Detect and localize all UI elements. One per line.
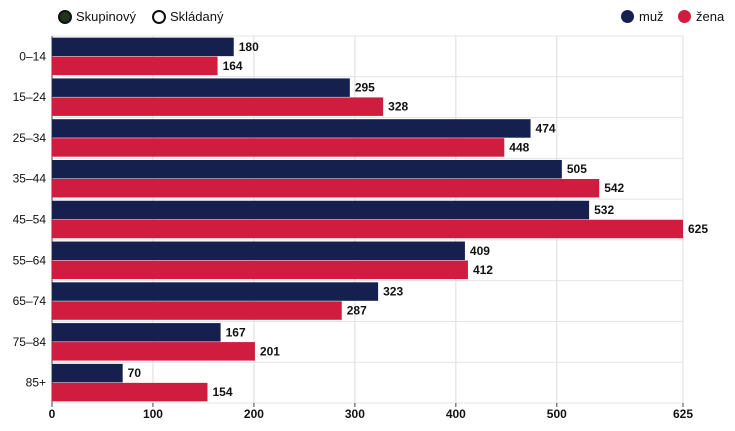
stacked-mode-option[interactable]: Skládaný (152, 9, 223, 24)
data-label-0-6: 323 (383, 285, 403, 299)
category-label-8: 85+ (26, 376, 46, 390)
category-label-4: 45–54 (13, 213, 47, 227)
tick-label-6: 625 (673, 407, 693, 421)
data-label-0-3: 505 (567, 162, 587, 176)
stacked-radio-icon[interactable] (152, 9, 166, 24)
bar-0-1 (52, 78, 350, 97)
tick-label-1: 100 (143, 407, 163, 421)
data-label-0-2: 474 (536, 121, 556, 135)
bar-0-8 (52, 363, 123, 383)
data-label-1-0: 164 (223, 59, 243, 73)
category-label-5: 55–64 (13, 253, 47, 267)
chart-toolbar: Skupinový Skládaný muž žena (0, 0, 735, 36)
category-label-1: 15–24 (13, 90, 47, 104)
tick-label-2: 200 (244, 407, 264, 421)
legend-label-zena: žena (696, 9, 725, 24)
bar-0-6 (52, 282, 379, 301)
data-label-0-4: 532 (594, 203, 614, 217)
bar-0-7 (52, 323, 221, 342)
bar-1-5 (52, 260, 468, 280)
legend-swatch-zena (678, 10, 691, 23)
data-label-1-1: 328 (388, 100, 408, 114)
bar-1-0 (52, 56, 218, 76)
category-label-6: 65–74 (13, 294, 47, 308)
category-label-0: 0–14 (19, 49, 46, 63)
bar-1-8 (52, 382, 208, 402)
data-label-1-4: 625 (688, 222, 708, 236)
bar-1-7 (52, 342, 255, 361)
tick-label-3: 300 (345, 407, 365, 421)
bar-0-3 (52, 159, 562, 179)
bar-1-1 (52, 97, 384, 116)
bar-1-6 (52, 301, 342, 320)
data-label-1-2: 448 (509, 140, 529, 154)
data-label-1-8: 154 (212, 385, 232, 399)
grouped-mode-option[interactable]: Skupinový (58, 9, 136, 24)
data-label-0-5: 409 (470, 244, 490, 258)
legend-swatch-muz (621, 10, 634, 23)
bar-0-4 (52, 200, 590, 220)
data-label-0-1: 295 (355, 81, 375, 95)
data-label-0-8: 70 (128, 366, 142, 380)
bar-0-0 (52, 37, 234, 57)
tick-label-4: 400 (446, 407, 466, 421)
data-label-0-7: 167 (226, 325, 246, 339)
category-label-7: 75–84 (13, 335, 47, 349)
bar-1-3 (52, 178, 600, 198)
tick-label-5: 500 (547, 407, 567, 421)
category-label-3: 35–44 (13, 172, 47, 186)
data-label-1-5: 412 (473, 263, 493, 277)
legend-label-muz: muž (639, 9, 664, 24)
data-label-1-7: 201 (260, 344, 280, 358)
legend-item-muz[interactable]: muž (621, 9, 664, 24)
data-label-1-3: 542 (604, 181, 624, 195)
grouped-radio-icon[interactable] (58, 9, 72, 24)
bar-1-2 (52, 138, 505, 157)
category-label-2: 25–34 (13, 131, 47, 145)
stacked-mode-label: Skládaný (170, 9, 224, 24)
bar-0-5 (52, 241, 465, 261)
data-label-0-0: 180 (239, 40, 259, 54)
bar-1-4 (52, 219, 683, 239)
legend-item-zena[interactable]: žena (678, 9, 724, 24)
data-label-1-6: 287 (347, 304, 367, 318)
bar-0-2 (52, 119, 531, 138)
tick-label-0: 0 (49, 407, 56, 421)
grouped-mode-label: Skupinový (76, 9, 136, 24)
